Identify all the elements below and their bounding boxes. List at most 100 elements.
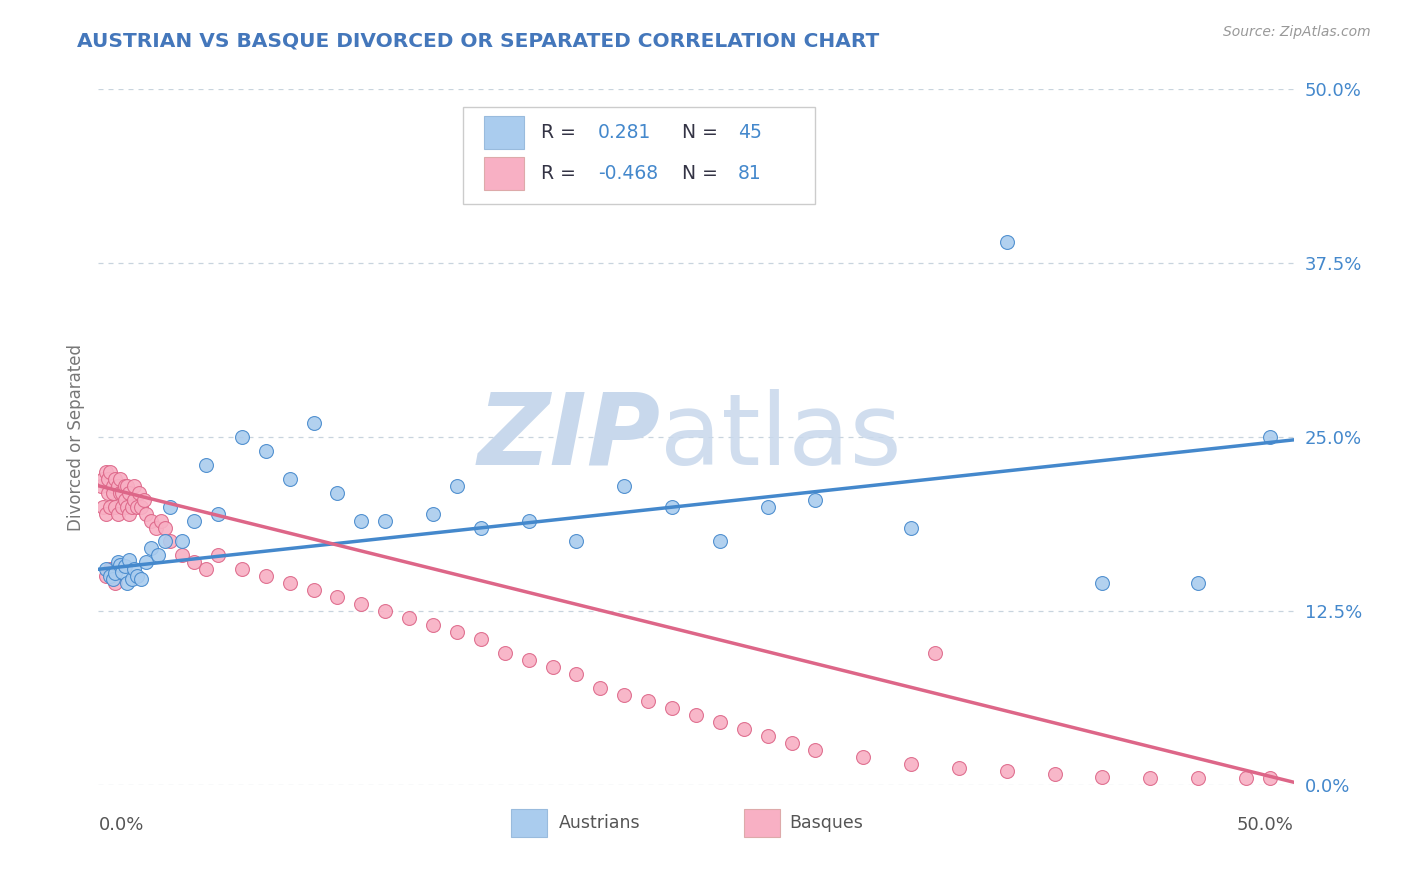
Point: [172, 534, 194, 549]
Point: [374, 514, 396, 528]
Point: [374, 604, 396, 618]
Point: [661, 500, 683, 514]
Point: [98, 569, 122, 583]
Point: [104, 566, 127, 581]
Point: [115, 479, 138, 493]
Point: [541, 659, 564, 673]
Point: [118, 507, 141, 521]
Point: [104, 500, 127, 514]
Point: [101, 485, 124, 500]
Point: [948, 761, 970, 775]
Point: [1139, 771, 1161, 785]
Point: [613, 688, 636, 702]
Point: [565, 666, 588, 681]
Point: [900, 520, 922, 534]
Point: [685, 708, 707, 723]
Point: [125, 500, 148, 514]
Point: [98, 500, 122, 514]
Point: [101, 572, 124, 586]
Text: R =: R =: [541, 164, 582, 183]
Point: [114, 559, 136, 574]
Point: [350, 597, 373, 611]
Point: [94, 507, 117, 521]
Point: [446, 479, 468, 493]
Point: [398, 611, 420, 625]
Point: [135, 507, 157, 521]
Point: [114, 492, 136, 507]
Point: [852, 750, 875, 764]
Point: [111, 565, 134, 579]
Text: N =: N =: [682, 164, 724, 183]
Point: [115, 576, 138, 591]
Point: [195, 562, 218, 576]
Point: [900, 757, 922, 772]
Point: [139, 541, 162, 556]
Point: [128, 485, 150, 500]
Point: [470, 632, 492, 646]
Point: [995, 764, 1018, 778]
Point: [159, 534, 181, 549]
Text: atlas: atlas: [661, 389, 901, 485]
Point: [302, 583, 325, 598]
Point: [422, 618, 444, 632]
Point: [517, 653, 540, 667]
Point: [1091, 770, 1114, 784]
Point: [924, 646, 946, 660]
Point: [97, 485, 120, 500]
Text: Source: ZipAtlas.com: Source: ZipAtlas.com: [1223, 25, 1371, 39]
Text: R =: R =: [541, 123, 582, 142]
FancyBboxPatch shape: [510, 809, 547, 837]
Point: [231, 562, 253, 576]
Text: -0.468: -0.468: [598, 164, 658, 183]
Point: [135, 555, 157, 569]
Point: [326, 485, 349, 500]
Point: [139, 514, 162, 528]
Point: [1187, 576, 1209, 591]
Point: [183, 555, 205, 569]
Point: [494, 646, 516, 660]
FancyBboxPatch shape: [485, 116, 524, 149]
Point: [108, 472, 131, 486]
Point: [108, 485, 131, 500]
Point: [1258, 430, 1281, 444]
Point: [231, 430, 253, 444]
Text: 50.0%: 50.0%: [1237, 816, 1294, 834]
Point: [733, 723, 755, 737]
Text: 45: 45: [738, 123, 762, 142]
Point: [326, 590, 349, 604]
Point: [114, 479, 136, 493]
Point: [278, 576, 301, 591]
Point: [470, 520, 492, 534]
Point: [589, 681, 612, 695]
Point: [132, 492, 155, 507]
Point: [195, 458, 218, 472]
Point: [446, 624, 468, 639]
Point: [104, 576, 127, 591]
Point: [111, 500, 134, 514]
Point: [155, 534, 177, 549]
Point: [637, 694, 659, 708]
Point: [107, 507, 129, 521]
Point: [94, 562, 117, 576]
Point: [125, 569, 148, 583]
Text: AUSTRIAN VS BASQUE DIVORCED OR SEPARATED CORRELATION CHART: AUSTRIAN VS BASQUE DIVORCED OR SEPARATED…: [77, 31, 880, 50]
Point: [804, 492, 827, 507]
Point: [756, 500, 779, 514]
Point: [111, 485, 134, 500]
Point: [91, 500, 114, 514]
Point: [1091, 576, 1114, 591]
Point: [121, 572, 143, 586]
Point: [145, 520, 167, 534]
Text: 81: 81: [738, 164, 762, 183]
Point: [350, 514, 373, 528]
Text: 0.281: 0.281: [598, 123, 651, 142]
Point: [131, 572, 153, 586]
Point: [131, 500, 153, 514]
Point: [121, 500, 143, 514]
Point: [207, 507, 229, 521]
Point: [613, 479, 636, 493]
Point: [709, 715, 731, 730]
Point: [422, 507, 444, 521]
Point: [124, 492, 146, 507]
Text: Austrians: Austrians: [558, 814, 640, 832]
